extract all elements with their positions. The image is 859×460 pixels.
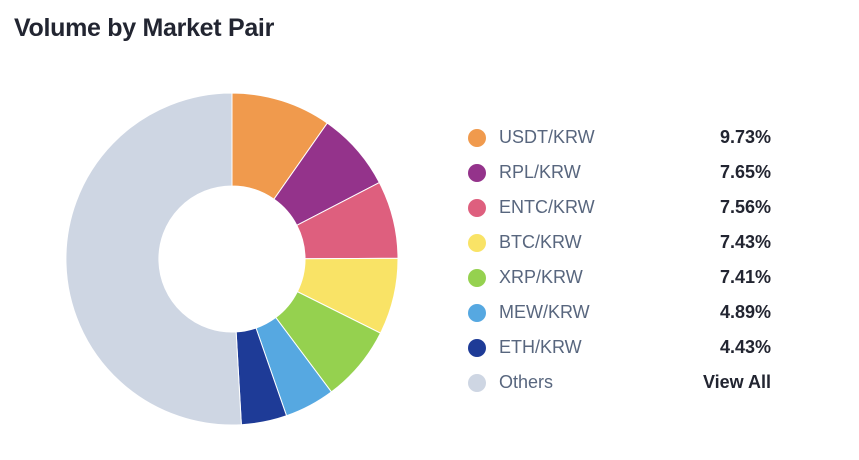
- legend-label: Others: [499, 372, 554, 392]
- legend-item-others[interactable]: Others View All: [468, 365, 771, 400]
- legend-value: 7.65%: [719, 162, 771, 182]
- legend-value: 9.73%: [719, 127, 771, 147]
- legend-label: BTC/KRW: [499, 232, 582, 252]
- legend-item-rpl-krw[interactable]: RPL/KRW 7.65%: [468, 155, 771, 190]
- legend-dot-icon: [468, 198, 486, 217]
- legend-dot-icon: [468, 128, 486, 147]
- donut-chart-svg: [65, 92, 399, 426]
- legend-dot-icon: [468, 268, 486, 287]
- legend-item-usdt-krw[interactable]: USDT/KRW 9.73%: [468, 120, 771, 155]
- donut-chart: [65, 92, 399, 426]
- legend-value: 7.43%: [719, 232, 771, 252]
- legend-value: 4.43%: [719, 337, 771, 357]
- legend-value: 4.89%: [719, 302, 771, 322]
- legend: USDT/KRW 9.73% RPL/KRW 7.65% ENTC/KRW 7.56% BT…: [468, 120, 771, 400]
- legend-value: 7.56%: [719, 197, 771, 217]
- page-title: Volume by Market Pair: [14, 14, 274, 42]
- legend-dot-icon: [468, 303, 486, 322]
- legend-dot-icon: [468, 233, 486, 252]
- legend-dot-icon: [468, 163, 486, 182]
- legend-dot-icon: [468, 373, 486, 392]
- donut-segment-others[interactable]: [65, 92, 242, 426]
- legend-item-btc-krw[interactable]: BTC/KRW 7.43%: [468, 225, 771, 260]
- legend-item-entc-krw[interactable]: ENTC/KRW 7.56%: [468, 190, 771, 225]
- legend-label: USDT/KRW: [499, 127, 595, 147]
- legend-label: ETH/KRW: [499, 337, 582, 357]
- legend-item-eth-krw[interactable]: ETH/KRW 4.43%: [468, 330, 771, 365]
- legend-item-xrp-krw[interactable]: XRP/KRW 7.41%: [468, 260, 771, 295]
- legend-label: XRP/KRW: [499, 267, 583, 287]
- legend-label: MEW/KRW: [499, 302, 590, 322]
- legend-item-mew-krw[interactable]: MEW/KRW 4.89%: [468, 295, 771, 330]
- legend-label: RPL/KRW: [499, 162, 581, 182]
- legend-label: ENTC/KRW: [499, 197, 595, 217]
- legend-dot-icon: [468, 338, 486, 357]
- view-all-link[interactable]: View All: [702, 372, 771, 392]
- legend-value: 7.41%: [719, 267, 771, 287]
